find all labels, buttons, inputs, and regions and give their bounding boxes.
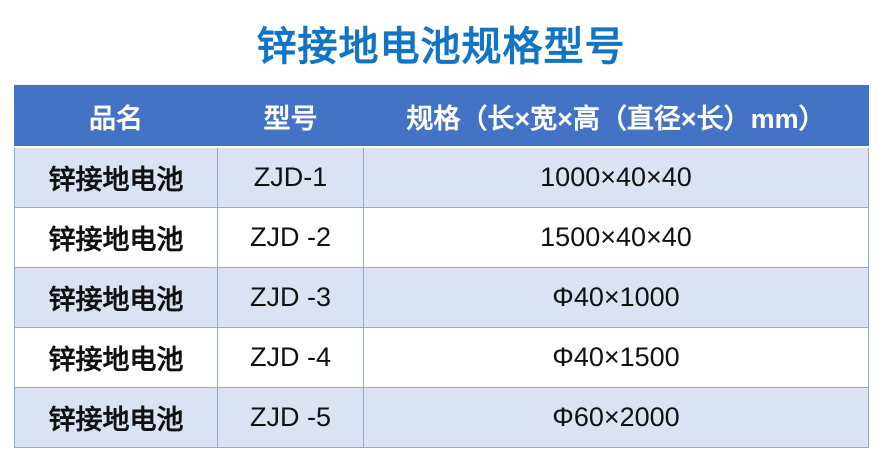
product-name-cell: 锌接地电池 bbox=[14, 207, 218, 268]
model-cell: ZJD -5 bbox=[217, 387, 364, 448]
model-cell: ZJD -3 bbox=[217, 267, 364, 328]
product-name-cell: 锌接地电池 bbox=[14, 146, 218, 208]
spec-table: 品名 型号 规格（长×宽×高（直径×长）mm） 锌接地电池 ZJD-1 1000… bbox=[14, 85, 869, 448]
spec-table-body: 锌接地电池 ZJD-1 1000×40×40 锌接地电池 ZJD -2 1500… bbox=[14, 146, 869, 448]
product-name-cell: 锌接地电池 bbox=[14, 267, 218, 328]
model-cell: ZJD -2 bbox=[217, 207, 364, 268]
spec-table-header: 品名 型号 规格（长×宽×高（直径×长）mm） bbox=[14, 85, 869, 148]
table-row: 锌接地电池 ZJD -4 Φ40×1500 bbox=[14, 327, 869, 388]
column-header-spec: 规格（长×宽×高（直径×长）mm） bbox=[363, 85, 869, 148]
spec-cell: Φ40×1500 bbox=[363, 327, 869, 388]
spec-cell: Φ40×1000 bbox=[363, 267, 869, 328]
table-row: 锌接地电池 ZJD -2 1500×40×40 bbox=[14, 207, 869, 268]
table-row: 锌接地电池 ZJD -3 Φ40×1000 bbox=[14, 267, 869, 328]
product-name-cell: 锌接地电池 bbox=[14, 387, 218, 448]
table-row: 锌接地电池 ZJD-1 1000×40×40 bbox=[14, 146, 869, 208]
model-cell: ZJD-1 bbox=[217, 146, 364, 208]
header-row: 品名 型号 规格（长×宽×高（直径×长）mm） bbox=[14, 85, 869, 148]
product-name-cell: 锌接地电池 bbox=[14, 327, 218, 388]
column-header-model: 型号 bbox=[217, 85, 364, 148]
table-row: 锌接地电池 ZJD -5 Φ60×2000 bbox=[14, 387, 869, 448]
model-cell: ZJD -4 bbox=[217, 327, 364, 388]
page-title: 锌接地电池规格型号 bbox=[256, 25, 626, 69]
spec-cell: Φ60×2000 bbox=[363, 387, 869, 448]
column-header-product-name: 品名 bbox=[14, 85, 218, 148]
spec-cell: 1000×40×40 bbox=[363, 146, 869, 208]
spec-cell: 1500×40×40 bbox=[363, 207, 869, 268]
